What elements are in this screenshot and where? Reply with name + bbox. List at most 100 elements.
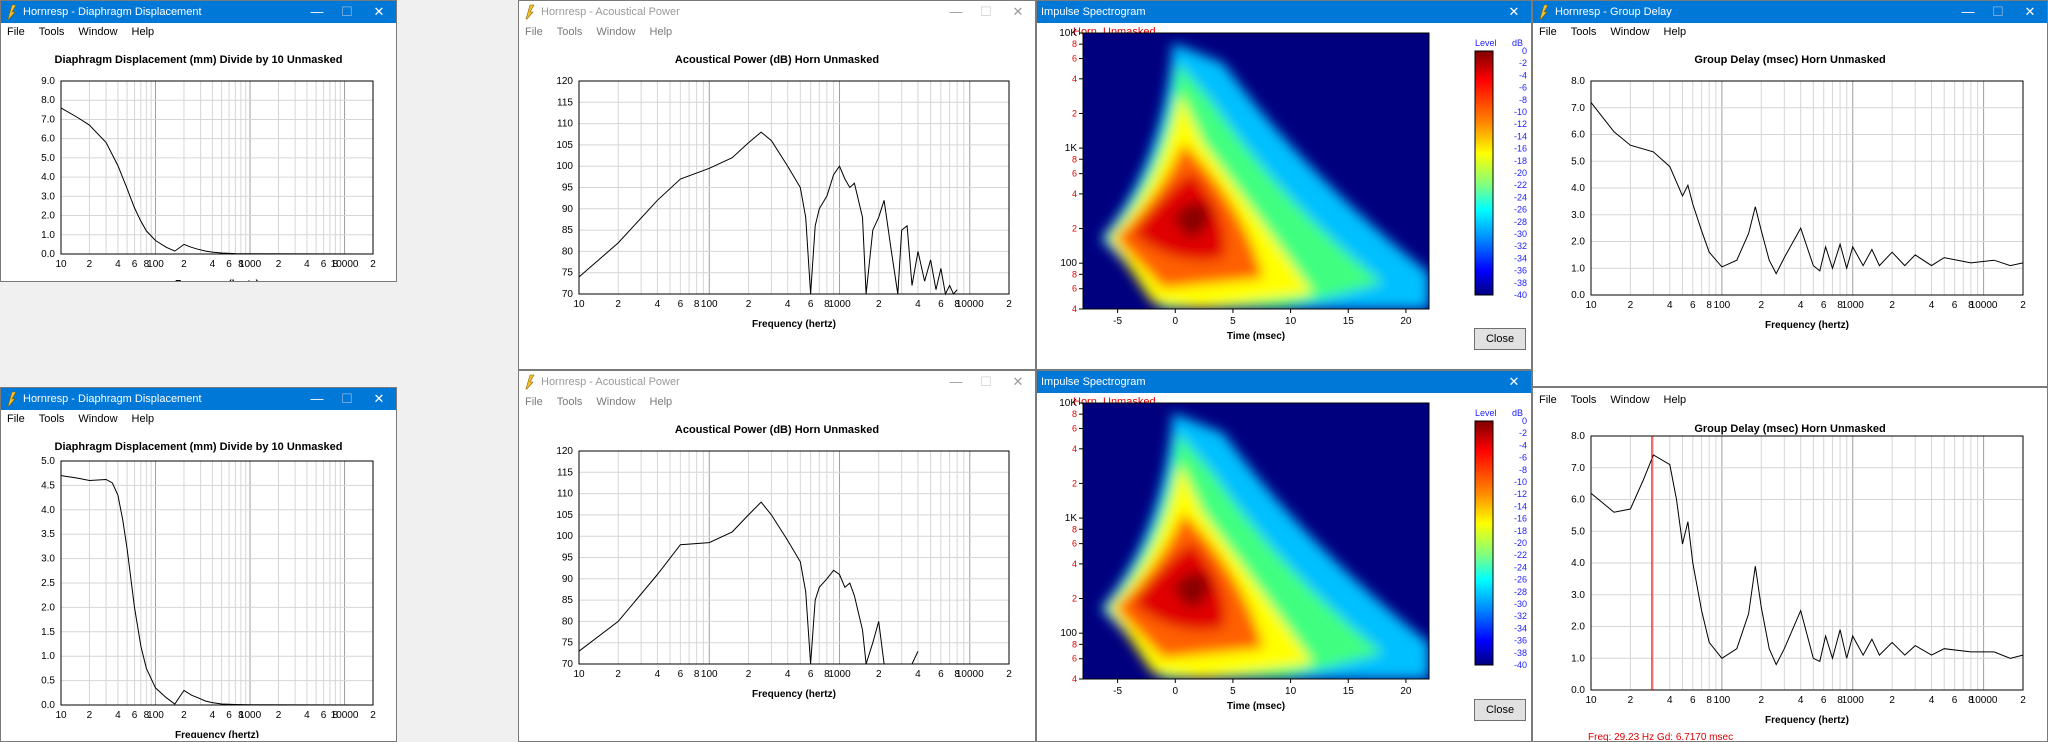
plot-frame — [60, 80, 374, 255]
menu-file[interactable]: File — [525, 26, 543, 38]
minimize-icon[interactable]: — — [949, 374, 963, 389]
x-tick-label: 10 — [573, 299, 585, 310]
menu-file[interactable]: File — [525, 396, 543, 408]
close-button[interactable]: Close — [1474, 328, 1526, 350]
title-bar[interactable]: Hornresp - Diaphragm Displacement — ☐ ✕ — [1, 388, 396, 410]
x-tick-label: 6 — [1690, 300, 1696, 311]
menu-help[interactable]: Help — [1663, 394, 1687, 406]
title-bar[interactable]: Impulse Spectrogram ✕ — [1037, 1, 1531, 23]
colorbar-tick-label: -12 — [1514, 119, 1527, 129]
maximize-icon[interactable]: ☐ — [341, 391, 353, 406]
menu-file[interactable]: File — [7, 413, 25, 425]
close-icon[interactable]: ✕ — [373, 4, 385, 19]
hornresp-app-icon — [525, 374, 535, 390]
title-bar[interactable]: Hornresp - Diaphragm Displacement — ☐ ✕ — [1, 1, 396, 23]
menu-tools[interactable]: Tools — [556, 26, 583, 38]
minimize-icon[interactable]: — — [949, 4, 963, 19]
menu-bar: File Tools Window Help — [519, 393, 1035, 411]
x-tick-label: 5 — [1230, 316, 1236, 327]
window-group-delay-bottom[interactable]: File Tools Window Help Group Delay (msec) H… — [1532, 387, 2048, 742]
x-tick-label: 2 — [746, 669, 752, 680]
window-acoustical-power-bottom[interactable]: Hornresp - Acoustical Power — ☐ ✕ File To… — [518, 370, 1036, 742]
maximize-icon[interactable]: ☐ — [1992, 4, 2004, 19]
y-tick-label: 3.0 — [41, 554, 55, 565]
y-tick-label: 6.0 — [1571, 130, 1585, 141]
y-tick-label: 70 — [562, 289, 574, 300]
menu-tools[interactable]: Tools — [1570, 394, 1597, 406]
x-tick-label: 2 — [2020, 300, 2026, 311]
x-tick-label: 6 — [678, 299, 684, 310]
x-axis-label: Time (msec) — [1227, 331, 1285, 342]
menu-window[interactable]: Window — [78, 413, 118, 425]
y-tick-label: 7.0 — [1571, 103, 1585, 114]
menu-window[interactable]: Window — [78, 26, 118, 38]
minimize-icon[interactable]: — — [310, 391, 324, 406]
x-tick-label: 8 — [238, 710, 244, 721]
x-tick-label: 1000 — [1842, 695, 1865, 706]
x-tick-label: 20 — [1400, 316, 1412, 327]
close-icon[interactable]: ✕ — [1508, 4, 1520, 19]
menu-window[interactable]: Window — [1610, 26, 1650, 38]
window-diaphragm-displacement-bottom[interactable]: Hornresp - Diaphragm Displacement — ☐ ✕ … — [0, 387, 397, 742]
y-tick-label: 85 — [562, 225, 574, 236]
window-acoustical-power-top[interactable]: Hornresp - Acoustical Power — ☐ ✕ File To… — [518, 0, 1036, 370]
title-bar[interactable]: Hornresp - Acoustical Power — ☐ ✕ — [519, 1, 1035, 23]
menu-window[interactable]: Window — [1610, 394, 1650, 406]
y-tick-label: 115 — [557, 97, 573, 108]
close-icon[interactable]: ✕ — [2024, 4, 2036, 19]
x-tick-label: 8 — [694, 299, 700, 310]
menu-help[interactable]: Help — [131, 26, 155, 38]
title-bar[interactable]: Hornresp - Group Delay — ☐ ✕ — [1533, 1, 2047, 23]
x-tick-label: 100 — [1714, 695, 1731, 706]
x-tick-label: 10000 — [956, 669, 984, 680]
x-tick-label: 4 — [655, 669, 661, 680]
menu-window[interactable]: Window — [596, 396, 636, 408]
y-tick-label: 120 — [556, 76, 573, 87]
window-group-delay-top[interactable]: Hornresp - Group Delay — ☐ ✕ File Tools Wi… — [1532, 0, 2048, 387]
y-tick-label: 8 — [1072, 39, 1077, 49]
title-bar[interactable]: Hornresp - Acoustical Power — ☐ ✕ — [519, 371, 1035, 393]
maximize-icon[interactable]: ☐ — [341, 4, 353, 19]
menu-help[interactable]: Help — [649, 26, 673, 38]
close-button[interactable]: Close — [1474, 699, 1526, 721]
menu-file[interactable]: File — [1539, 394, 1557, 406]
menu-window[interactable]: Window — [596, 26, 636, 38]
menu-tools[interactable]: Tools — [38, 413, 65, 425]
menu-help[interactable]: Help — [649, 396, 673, 408]
window-impulse-spectrogram-top[interactable]: Impulse Spectrogram ✕ Horn Unmasked 10K 8… — [1036, 0, 1532, 370]
menu-help[interactable]: Help — [1663, 26, 1687, 38]
title-bar[interactable]: Impulse Spectrogram ✕ — [1037, 371, 1531, 393]
x-tick-label: 2 — [370, 259, 376, 270]
close-icon[interactable]: ✕ — [373, 391, 385, 406]
x-tick-label: 2 — [746, 299, 752, 310]
menu-help[interactable]: Help — [131, 413, 155, 425]
x-tick-label: 10 — [55, 259, 67, 270]
cursor-readout: Freq: 29.23 Hz Gd: 6.7170 msec — [1588, 732, 1734, 742]
x-tick-label: -5 — [1113, 686, 1122, 697]
maximize-icon[interactable]: ☐ — [980, 374, 992, 389]
y-tick-label: 7.0 — [41, 114, 55, 125]
maximize-icon[interactable]: ☐ — [980, 4, 992, 19]
close-icon[interactable]: ✕ — [1012, 4, 1024, 19]
minimize-icon[interactable]: — — [1961, 4, 1975, 19]
x-tick-label: 8 — [824, 669, 830, 680]
x-tick-label: 4 — [915, 299, 921, 310]
x-axis-label: Frequency (hertz) — [1765, 715, 1849, 726]
y-tick-label: 2 — [1072, 478, 1077, 488]
menu-file[interactable]: File — [1539, 26, 1557, 38]
window-diaphragm-displacement-top[interactable]: Hornresp - Diaphragm Displacement — ☐ ✕ … — [0, 0, 397, 282]
plot-frame — [1082, 32, 1430, 310]
menu-tools[interactable]: Tools — [556, 396, 583, 408]
colorbar-level-label: Level — [1475, 408, 1497, 418]
minimize-icon[interactable]: — — [310, 4, 324, 19]
close-icon[interactable]: ✕ — [1508, 374, 1520, 389]
menu-tools[interactable]: Tools — [1570, 26, 1597, 38]
y-tick-label: 2.0 — [41, 211, 55, 222]
menu-tools[interactable]: Tools — [38, 26, 65, 38]
close-icon[interactable]: ✕ — [1012, 374, 1024, 389]
menu-file[interactable]: File — [7, 26, 25, 38]
x-tick-label: 4 — [785, 299, 791, 310]
window-impulse-spectrogram-bottom[interactable]: Impulse Spectrogram ✕ Horn Unmasked 10K 8… — [1036, 370, 1532, 742]
hornresp-app-icon — [7, 391, 17, 407]
x-tick-label: 4 — [915, 669, 921, 680]
